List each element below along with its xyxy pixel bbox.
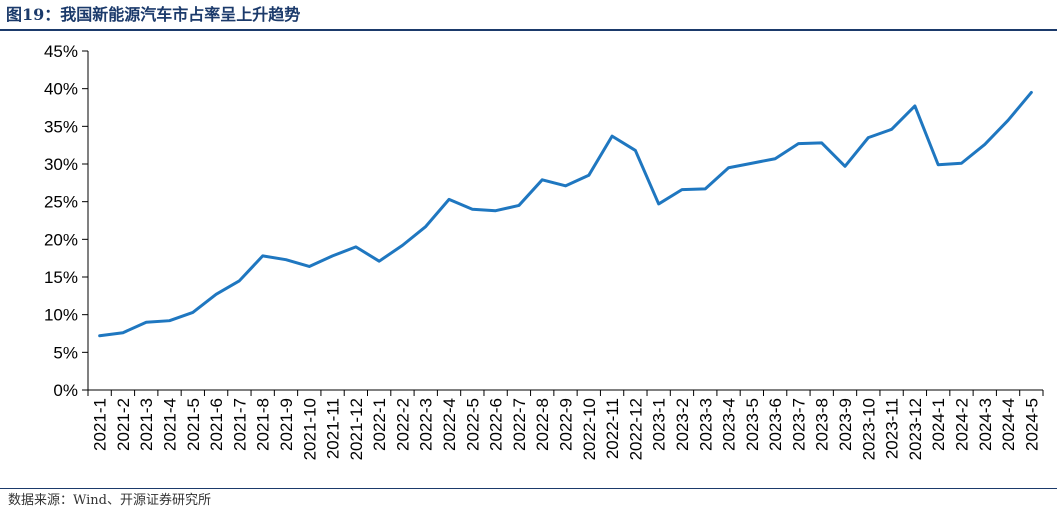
data-point bbox=[424, 225, 427, 228]
y-tick-label: 30% bbox=[44, 155, 78, 174]
source-rule bbox=[0, 488, 1057, 489]
x-tick-label: 2023-11 bbox=[883, 398, 902, 459]
data-point bbox=[284, 258, 287, 261]
y-tick-label: 10% bbox=[44, 306, 78, 325]
data-point bbox=[98, 334, 101, 337]
data-point bbox=[867, 136, 870, 139]
x-tick-label: 2021-1 bbox=[91, 398, 110, 451]
x-tick-label: 2023-1 bbox=[650, 398, 669, 451]
x-tick-label: 2022-11 bbox=[603, 398, 622, 459]
x-tick-label: 2022-7 bbox=[510, 398, 529, 451]
x-tick-label: 2024-1 bbox=[929, 398, 948, 451]
data-point bbox=[168, 319, 171, 322]
x-tick-label: 2024-4 bbox=[999, 398, 1018, 451]
x-tick-label: 2024-3 bbox=[976, 398, 995, 451]
x-tick-label: 2023-9 bbox=[836, 398, 855, 451]
x-tick-label: 2022-1 bbox=[370, 398, 389, 451]
x-tick-label: 2023-6 bbox=[766, 398, 785, 451]
data-point bbox=[587, 174, 590, 177]
title-rule bbox=[0, 29, 1057, 31]
data-point bbox=[308, 265, 311, 268]
x-tick-label: 2023-2 bbox=[673, 398, 692, 451]
y-tick-label: 45% bbox=[44, 42, 78, 61]
series-line bbox=[98, 90, 1033, 338]
x-tick-label: 2021-10 bbox=[300, 398, 319, 460]
x-tick-label: 2021-3 bbox=[137, 398, 156, 451]
data-point bbox=[145, 321, 148, 324]
x-tick-label: 2023-5 bbox=[743, 398, 762, 451]
data-point bbox=[750, 162, 753, 165]
data-point bbox=[913, 104, 916, 107]
data-point bbox=[517, 204, 520, 207]
x-tick-label: 2023-8 bbox=[813, 398, 832, 451]
data-point bbox=[331, 254, 334, 257]
data-point bbox=[937, 163, 940, 166]
data-point bbox=[774, 157, 777, 160]
data-point bbox=[844, 165, 847, 168]
data-point bbox=[634, 149, 637, 152]
x-tick-label: 2022-2 bbox=[393, 398, 412, 451]
x-tick-label: 2021-8 bbox=[254, 398, 273, 451]
x-tick-label: 2021-12 bbox=[347, 398, 366, 460]
data-point bbox=[541, 178, 544, 181]
data-point bbox=[657, 202, 660, 205]
data-point bbox=[401, 244, 404, 247]
x-tick-label: 2022-6 bbox=[487, 398, 506, 451]
x-tick-label: 2021-4 bbox=[161, 398, 180, 451]
y-tick-label: 20% bbox=[44, 230, 78, 249]
y-tick-label: 0% bbox=[53, 381, 78, 400]
y-tick-label: 40% bbox=[44, 80, 78, 99]
x-tick-label: 2022-12 bbox=[626, 398, 645, 460]
data-point bbox=[704, 187, 707, 190]
data-point bbox=[680, 188, 683, 191]
x-tick-label: 2024-5 bbox=[1022, 398, 1041, 451]
data-point bbox=[494, 209, 497, 212]
data-point bbox=[1030, 91, 1033, 94]
x-tick-label: 2021-2 bbox=[114, 398, 133, 451]
figure-title: 图19：我国新能源汽车市占率呈上升趋势 bbox=[6, 5, 301, 24]
data-point bbox=[611, 135, 614, 138]
x-tick-label: 2023-12 bbox=[906, 398, 925, 460]
x-tick-label: 2022-10 bbox=[580, 398, 599, 460]
data-point bbox=[471, 208, 474, 211]
data-point bbox=[797, 142, 800, 145]
data-point bbox=[1007, 119, 1010, 122]
x-tick-label: 2021-9 bbox=[277, 398, 296, 451]
y-tick-label: 5% bbox=[53, 343, 78, 362]
x-tick-label: 2022-9 bbox=[557, 398, 576, 451]
source-note: 数据来源：Wind、开源证券研究所 bbox=[8, 493, 211, 508]
x-tick-label: 2023-7 bbox=[789, 398, 808, 451]
line-chart: 0% 5% 10% 15% 20% 25% 30% 35% 40% 45% 2021-1 2021-2… bbox=[44, 42, 1044, 460]
data-point bbox=[960, 162, 963, 165]
data-point bbox=[727, 166, 730, 169]
data-point bbox=[261, 254, 264, 257]
y-tick-label: 35% bbox=[44, 117, 78, 136]
x-tick-label: 2021-11 bbox=[324, 398, 343, 459]
y-tick-label: 25% bbox=[44, 193, 78, 212]
x-tick-label: 2021-7 bbox=[230, 398, 249, 451]
data-point bbox=[890, 128, 893, 131]
x-tick-label: 2022-5 bbox=[463, 398, 482, 451]
data-point bbox=[238, 279, 241, 282]
data-point bbox=[448, 198, 451, 201]
data-point bbox=[191, 311, 194, 314]
data-point bbox=[564, 184, 567, 187]
data-point bbox=[215, 293, 218, 296]
x-tick-label: 2023-3 bbox=[696, 398, 715, 451]
x-tick-label: 2023-10 bbox=[859, 398, 878, 460]
data-point bbox=[354, 245, 357, 248]
x-tick-label: 2021-6 bbox=[207, 398, 226, 451]
data-point bbox=[378, 260, 381, 263]
x-tick-label: 2022-4 bbox=[440, 398, 459, 451]
x-tick-label: 2024-2 bbox=[952, 398, 971, 451]
x-tick-label: 2021-5 bbox=[184, 398, 203, 451]
y-tick-label: 15% bbox=[44, 268, 78, 287]
x-tick-label: 2022-3 bbox=[417, 398, 436, 451]
x-tick-label: 2023-4 bbox=[720, 398, 739, 451]
data-point bbox=[820, 141, 823, 144]
x-tick-label: 2022-8 bbox=[533, 398, 552, 451]
data-point bbox=[121, 331, 124, 334]
data-point bbox=[983, 143, 986, 146]
